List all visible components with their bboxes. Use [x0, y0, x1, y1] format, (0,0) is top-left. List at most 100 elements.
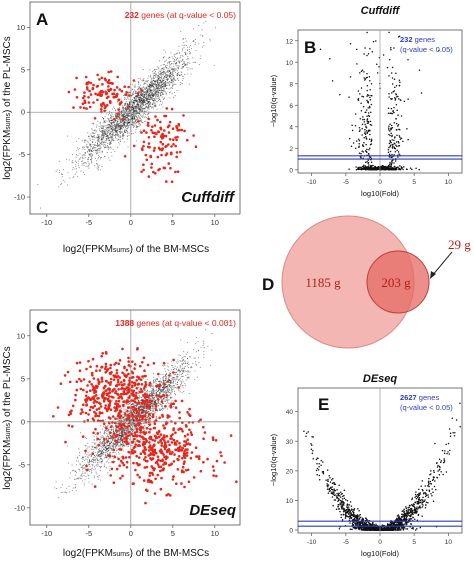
a-gene-point — [147, 97, 149, 99]
a-xtick-label: 5 — [171, 218, 175, 227]
a-gene-point — [142, 117, 144, 119]
a-gene-point — [141, 100, 143, 102]
a-gene-point — [100, 138, 103, 140]
a-gene-point — [152, 97, 154, 99]
a-gene-point — [143, 101, 145, 103]
a-gene-point — [100, 136, 103, 138]
c-gene-point — [156, 379, 158, 381]
a-significant-point — [172, 138, 175, 141]
a-significant-point — [176, 128, 179, 132]
a-gene-point — [172, 81, 175, 83]
a-gene-point — [168, 82, 170, 84]
a-gene-point — [188, 48, 190, 51]
c-gene-point — [161, 405, 163, 407]
c-gene-point — [107, 472, 109, 474]
c-gene-point — [105, 441, 107, 444]
c-gene-point — [68, 485, 70, 487]
c-gene-point — [183, 381, 185, 383]
c-gene-point — [88, 481, 90, 483]
c-gene-point — [96, 454, 98, 456]
a-gene-point — [164, 91, 166, 93]
c-gene-point — [172, 385, 174, 387]
a-gene-point — [138, 126, 140, 128]
c-gene-point — [169, 386, 171, 388]
c-gene-point — [182, 369, 184, 371]
a-gene-point — [131, 117, 134, 119]
a-xtick-label: -5 — [85, 218, 92, 227]
c-gene-point — [112, 444, 114, 447]
c-gene-point — [187, 373, 189, 375]
a-gene-point — [150, 79, 152, 81]
a-gene-point — [176, 89, 178, 92]
c-gene-point — [126, 430, 128, 432]
a-significant-point — [96, 93, 99, 96]
panel-a-xlabel-sub: sums — [113, 247, 130, 254]
a-gene-point — [117, 101, 119, 103]
a-gene-point — [184, 51, 186, 53]
a-gene-point — [170, 66, 172, 68]
a-gene-point — [95, 157, 97, 160]
c-gene-point — [121, 445, 123, 448]
a-gene-point — [149, 102, 151, 104]
a-significant-point — [170, 151, 173, 155]
a-gene-point — [110, 143, 112, 145]
a-gene-point — [157, 91, 159, 93]
a-gene-point — [152, 85, 154, 87]
c-gene-point — [123, 433, 125, 435]
a-gene-point — [139, 130, 141, 133]
a-gene-point — [102, 143, 104, 145]
a-significant-point — [165, 152, 169, 155]
a-gene-point — [162, 57, 164, 59]
a-gene-point — [121, 128, 123, 130]
a-gene-point — [100, 158, 102, 160]
c-gene-point — [207, 345, 209, 347]
a-significant-point — [103, 106, 107, 110]
a-gene-point — [103, 135, 105, 137]
c-gene-point — [155, 383, 157, 385]
panel-a-xlabel-1: log2(FPKM — [63, 244, 113, 255]
a-gene-point — [148, 87, 150, 89]
a-gene-point — [214, 27, 217, 29]
a-gene-point — [76, 150, 78, 152]
c-gene-point — [101, 455, 103, 457]
a-significant-point — [118, 88, 121, 91]
a-gene-point — [102, 131, 104, 133]
c-gene-point — [90, 455, 92, 457]
a-gene-point — [142, 108, 144, 111]
a-gene-point — [131, 103, 133, 105]
a-gene-point — [182, 79, 184, 82]
a-gene-point — [137, 118, 139, 120]
a-gene-point — [169, 81, 171, 83]
a-gene-point — [131, 130, 133, 132]
a-gene-point — [154, 75, 156, 77]
a-gene-point — [124, 97, 126, 99]
a-gene-point — [69, 177, 71, 179]
a-gene-point — [99, 147, 101, 150]
a-gene-point — [88, 150, 90, 152]
c-gene-point — [90, 471, 93, 473]
a-gene-point — [58, 160, 60, 162]
c-gene-point — [131, 430, 133, 432]
a-gene-point — [103, 120, 105, 123]
c-gene-point — [160, 381, 163, 383]
a-gene-point — [164, 66, 167, 68]
a-gene-point — [163, 77, 165, 79]
a-gene-point — [144, 80, 146, 82]
a-gene-point — [175, 53, 177, 55]
a-gene-point — [184, 74, 186, 76]
c-gene-point — [174, 380, 176, 382]
c-gene-point — [107, 424, 109, 426]
c-gene-point — [175, 383, 177, 385]
a-gene-point — [135, 122, 137, 124]
c-gene-point — [147, 422, 149, 424]
a-gene-point — [131, 118, 133, 120]
a-gene-point — [160, 80, 163, 82]
a-gene-point — [174, 69, 176, 71]
a-gene-point — [76, 161, 78, 163]
a-gene-point — [89, 139, 91, 141]
a-gene-point — [119, 131, 121, 133]
a-gene-point — [158, 96, 160, 98]
a-gene-point — [111, 138, 113, 140]
a-gene-point — [108, 157, 110, 159]
